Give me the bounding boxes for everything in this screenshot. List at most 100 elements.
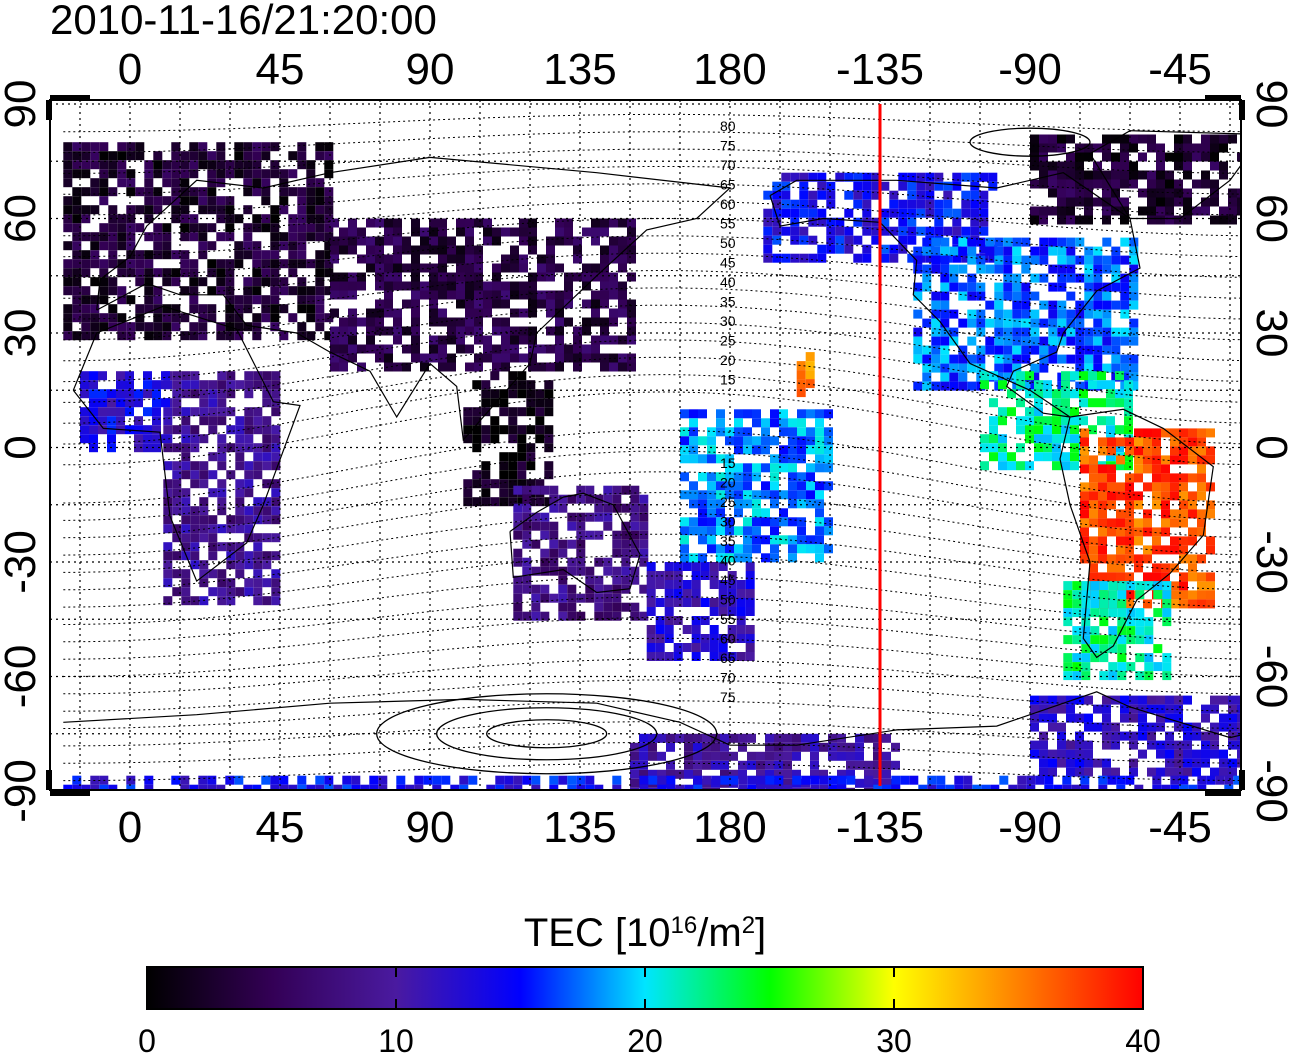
tec-cell [1237, 704, 1241, 714]
tec-cell [339, 335, 348, 345]
tec-cell [898, 181, 908, 191]
tec-cell [1161, 428, 1170, 438]
tec-cell [664, 625, 674, 634]
tec-cell [1120, 134, 1129, 144]
tec-cell [456, 344, 465, 354]
tec-cell [504, 784, 514, 790]
tec-cell [1030, 273, 1040, 283]
tec-cell [297, 277, 307, 287]
tec-cell [252, 259, 262, 269]
tec-cell [226, 524, 236, 534]
tec-cell [531, 775, 541, 785]
tec-cell [116, 398, 125, 408]
tec-cell [743, 463, 752, 473]
tec-cell [1093, 246, 1103, 256]
tec-cell [1048, 695, 1057, 705]
tec-cell [1039, 363, 1049, 373]
tec-cell [153, 241, 163, 251]
tec-cell [618, 335, 627, 345]
tec-cell [1165, 758, 1174, 768]
tec-cell [1097, 380, 1106, 390]
tec-cell [810, 751, 819, 761]
coastline-africa [72, 305, 301, 583]
tec-cell [1129, 246, 1139, 256]
tec-cell [1072, 608, 1082, 618]
tec-cell [465, 218, 474, 228]
tec-cell [555, 299, 564, 309]
tec-cell [582, 299, 591, 309]
tec-cell [1170, 536, 1179, 546]
tec-cell [898, 199, 908, 209]
tec-cell [357, 317, 366, 327]
tec-cell [90, 232, 100, 242]
tec-cell [940, 345, 950, 355]
tec-cell [567, 584, 577, 594]
tec-cell [99, 313, 109, 323]
tec-cell [513, 593, 523, 603]
tec-cell [339, 227, 348, 237]
tec-cell [1107, 491, 1116, 501]
tec-cell [1012, 363, 1022, 373]
tec-cell [447, 290, 456, 300]
tec-cell [1125, 437, 1134, 447]
tec-cell [1084, 354, 1094, 364]
tec-cell [459, 784, 469, 790]
tec-cell [519, 353, 528, 363]
tec-cell [689, 418, 698, 428]
tec-cell [375, 254, 384, 264]
tec-cell [1138, 722, 1147, 732]
tec-cell [1210, 179, 1219, 189]
tec-cell [1072, 662, 1082, 672]
tec-cell [913, 282, 923, 292]
tec-cell [952, 181, 962, 191]
tec-cell [465, 263, 474, 273]
tec-cell [153, 286, 163, 296]
tec-cell [162, 313, 172, 323]
tec-cell [745, 589, 755, 598]
tec-region-hawaii [796, 352, 815, 398]
tec-cell [261, 151, 271, 161]
tec-cell [171, 142, 181, 152]
tec-cell [1025, 434, 1034, 444]
contour-label: 70 [720, 157, 736, 173]
colorbar: TEC [1016/m2] 0 10 20 30 40 [138, 911, 1161, 1057]
tec-cell [1052, 425, 1061, 435]
tec-cell [1012, 246, 1022, 256]
tec-cell [612, 503, 622, 513]
tec-cell [1201, 206, 1210, 216]
tec-cell [271, 515, 281, 525]
tec-cell [1188, 784, 1198, 790]
tec-cell [1179, 437, 1188, 447]
tec-cell [438, 308, 447, 318]
tec-cell [1147, 170, 1156, 180]
tec-cell [1048, 767, 1057, 777]
tec-cell [639, 548, 649, 558]
tec-cell [262, 506, 272, 516]
tec-cell [235, 560, 245, 570]
tec-cell [1089, 482, 1098, 492]
tec-cell [1111, 179, 1120, 189]
tec-cell [1162, 662, 1172, 672]
tec-cell [522, 584, 532, 594]
tec-cell [126, 322, 136, 332]
tec-cell [1120, 273, 1130, 283]
tec-cell [1124, 380, 1133, 390]
x-tick-label-bottom: 90 [406, 803, 455, 852]
tec-cell [288, 151, 298, 161]
tec-cell [411, 335, 420, 345]
tec-cell [1134, 437, 1143, 447]
tec-cell [1081, 644, 1091, 654]
tec-cell [1120, 695, 1129, 705]
tec-cell [1120, 731, 1129, 741]
tec-cell [618, 353, 627, 363]
tec-cell [163, 515, 173, 525]
tec-cell [1061, 398, 1070, 408]
tec-cell [1129, 143, 1138, 153]
tec-cell [976, 282, 986, 292]
tec-cell [1156, 749, 1165, 759]
tec-cell [1080, 775, 1090, 785]
tec-cell [1052, 434, 1061, 444]
tec-cell [664, 562, 674, 571]
x-tick-label-bottom: -135 [836, 803, 924, 852]
tec-cell [621, 557, 631, 567]
